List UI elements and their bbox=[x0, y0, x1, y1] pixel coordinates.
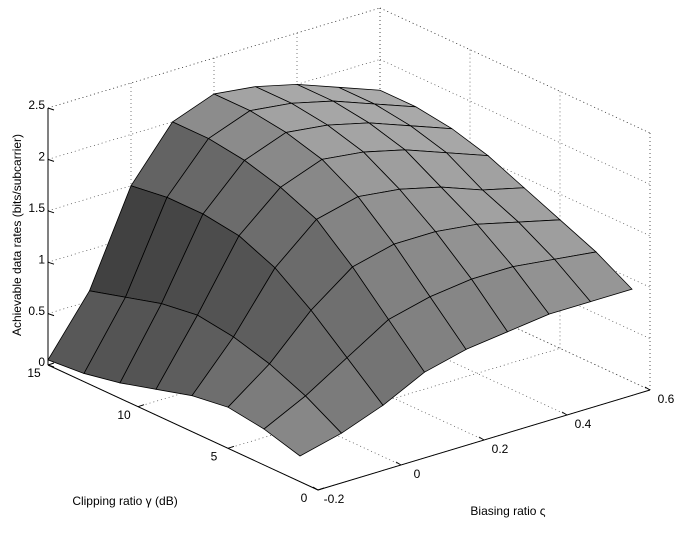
z-tick-label: 1.5 bbox=[28, 201, 45, 215]
x-tick-label: -0.2 bbox=[324, 492, 345, 506]
y-tick bbox=[317, 487, 325, 491]
z-axis-label: Achievable data rates (bits/subcarrier) bbox=[10, 134, 24, 336]
z-tick bbox=[47, 313, 55, 317]
y-tick-label: 5 bbox=[211, 450, 218, 464]
grid-line bbox=[379, 110, 651, 237]
grid-line bbox=[47, 7, 381, 109]
y-tick-label: 10 bbox=[117, 408, 131, 422]
z-tick-label: 2 bbox=[38, 150, 45, 164]
x-tick-label: 0.4 bbox=[575, 417, 592, 431]
y-tick bbox=[137, 404, 145, 408]
z-tick bbox=[47, 107, 55, 111]
z-tick-label: 0 bbox=[38, 355, 45, 369]
y-tick bbox=[47, 362, 55, 366]
y-tick-label: 0 bbox=[301, 491, 308, 505]
y-tick bbox=[227, 445, 235, 449]
grid-line bbox=[47, 59, 381, 160]
x-tick-label: 0 bbox=[414, 467, 421, 481]
x-tick bbox=[478, 436, 485, 441]
surface-face bbox=[263, 395, 343, 457]
x-tick-label: 0.2 bbox=[492, 442, 509, 456]
grid-line bbox=[227, 347, 561, 449]
x-tick bbox=[312, 486, 319, 491]
x-tick bbox=[395, 461, 402, 466]
x-tick bbox=[561, 411, 568, 416]
y-tick-label: 15 bbox=[27, 366, 41, 380]
grid-line bbox=[379, 59, 651, 185]
z-tick-label: 2.5 bbox=[28, 98, 45, 112]
grid-line bbox=[379, 7, 651, 134]
z-tick-label: 1 bbox=[38, 252, 45, 266]
z-tick bbox=[47, 158, 55, 162]
z-tick bbox=[47, 364, 55, 368]
z-tick bbox=[47, 210, 55, 214]
x-tick-label: 0.6 bbox=[658, 392, 675, 406]
z-tick-label: 0.5 bbox=[28, 304, 45, 318]
y-axis bbox=[47, 364, 319, 491]
y-axis-label: Clipping ratio γ (dB) bbox=[72, 494, 177, 508]
z-tick bbox=[47, 261, 55, 265]
x-tick bbox=[644, 386, 651, 391]
x-axis-label: Biasing ratio ς bbox=[470, 504, 545, 518]
